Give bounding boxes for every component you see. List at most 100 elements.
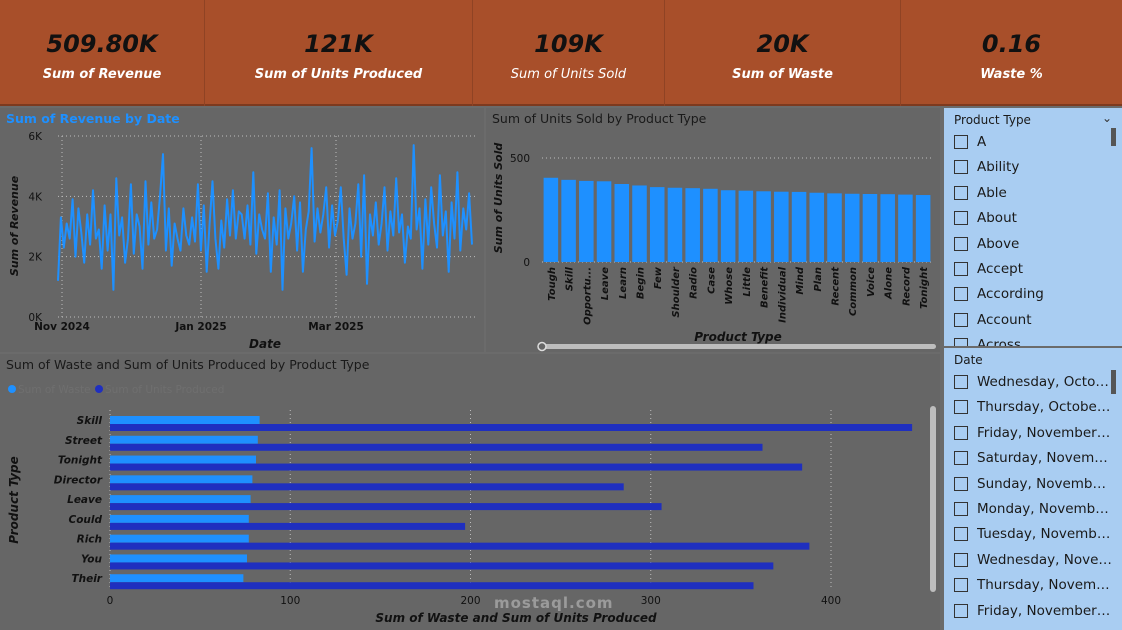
slicer-item[interactable]: According	[954, 283, 1114, 305]
checkbox[interactable]	[954, 287, 968, 302]
slicer-item[interactable]: Saturday, November ...	[954, 447, 1114, 469]
waste-bar	[110, 534, 249, 543]
slicer-scrollbar[interactable]	[1111, 128, 1116, 146]
legend-marker	[8, 385, 16, 393]
checkbox[interactable]	[954, 425, 968, 440]
checkbox[interactable]	[954, 603, 968, 618]
slicer-item[interactable]: Monday, November ...	[954, 498, 1114, 520]
checkbox[interactable]	[954, 160, 968, 175]
slicer-item[interactable]: About	[954, 207, 1114, 229]
revenue-by-date-panel[interactable]: Sum of Revenue by Date 0K 2K 4K 6K Nov 2024 J…	[0, 108, 484, 352]
units-sold-by-product-panel[interactable]: Sum of Units Sold by Product Type 0 500 To…	[486, 108, 940, 352]
units-produced-bar	[110, 542, 810, 550]
kpi-value: 509.80K	[46, 30, 158, 58]
x-tick-label: Shoulder	[671, 266, 682, 318]
kpi-label: Sum of Revenue	[42, 67, 162, 82]
slicer-item[interactable]: Across	[954, 334, 1114, 346]
kpi-card-waste[interactable]: 20K Sum of Waste	[664, 0, 900, 106]
checkbox[interactable]	[954, 400, 968, 415]
kpi-card-units-sold[interactable]: 109K Sum of Units Sold	[472, 0, 664, 106]
checkbox[interactable]	[954, 476, 968, 491]
units-produced-bar	[110, 463, 803, 471]
legend-marker	[95, 385, 103, 393]
kpi-card-waste-percent[interactable]: 0.16 Waste %	[900, 0, 1122, 106]
slicer-item[interactable]: Sunday, November 0...	[954, 473, 1114, 495]
checkbox[interactable]	[954, 135, 968, 149]
x-tick-label: Mar 2025	[308, 321, 364, 333]
product-type-slicer: Product Type ⌄ A Ability Able About Above Acc…	[944, 108, 1122, 346]
column-bar	[685, 188, 700, 262]
slicer-item[interactable]: Account	[954, 309, 1114, 331]
column-bar	[632, 185, 647, 262]
checkbox[interactable]	[954, 375, 968, 389]
waste-units-bar-chart[interactable]: 0 100 200 300 400 Sum of Waste Sum of Units Pr…	[0, 354, 940, 630]
waste-and-units-panel[interactable]: Sum of Waste and Sum of Units Produced b…	[0, 354, 940, 630]
watermark-logo: mostaql.com	[494, 594, 614, 612]
column-bar	[898, 194, 913, 262]
slicer-item[interactable]: Above	[954, 233, 1114, 255]
checkbox[interactable]	[954, 552, 968, 567]
kpi-label: Sum of Units Produced	[254, 67, 423, 82]
y-tick-label: 2K	[28, 252, 43, 264]
units-produced-bar	[110, 503, 662, 511]
slicer-item[interactable]: Accept	[954, 258, 1114, 280]
x-tick-label: Tonight	[919, 266, 930, 309]
slicer-item-label: Tuesday, November ...	[977, 526, 1114, 543]
units-produced-bar	[110, 522, 466, 530]
x-tick-label: Individual	[777, 266, 788, 322]
column-bar	[774, 191, 789, 262]
checkbox[interactable]	[954, 527, 968, 542]
slicer-item[interactable]: Thursday, November ...	[954, 574, 1114, 596]
slicer-item-label: Across	[977, 337, 1022, 346]
x-tick-label: Skill	[565, 266, 576, 291]
kpi-card-units-produced[interactable]: 121K Sum of Units Produced	[204, 0, 472, 106]
horizontal-scrollbar	[538, 344, 936, 349]
column-bar	[791, 191, 807, 262]
slicer-item[interactable]: Friday, November 08,...	[954, 600, 1114, 622]
kpi-label: Sum of Waste	[732, 67, 833, 82]
chevron-down-icon[interactable]: ⌄	[1101, 111, 1112, 125]
waste-bar	[110, 554, 247, 563]
slicer-item-label: According	[977, 286, 1044, 303]
checkbox[interactable]	[954, 451, 968, 466]
kpi-card-revenue[interactable]: 509.80K Sum of Revenue	[0, 0, 204, 106]
checkbox[interactable]	[954, 185, 968, 200]
column-bar	[809, 192, 825, 262]
kpi-band: 509.80K Sum of Revenue 121K Sum of Units…	[0, 0, 1122, 106]
slicer-item[interactable]: Friday, November 01,...	[954, 422, 1114, 444]
x-tick-label: Nov 2024	[34, 321, 90, 333]
slicer-item[interactable]: Tuesday, November ...	[954, 523, 1114, 545]
waste-bar	[110, 475, 253, 484]
y-tick-label: Director	[54, 474, 103, 486]
x-tick-label: Record	[901, 266, 912, 306]
units-sold-column-chart[interactable]: 0 500 Tough Skill Opportu... Leave Learn Begin F…	[486, 108, 940, 352]
checkbox[interactable]	[954, 262, 968, 276]
y-tick-label: You	[81, 553, 102, 565]
slicer-item[interactable]: Wednesday, Novemb...	[954, 549, 1114, 571]
x-tick-label: Common	[848, 267, 859, 316]
checkbox[interactable]	[954, 338, 968, 346]
slicer-item[interactable]: A	[954, 131, 1114, 153]
y-tick-label: 4K	[28, 191, 43, 203]
checkbox[interactable]	[954, 502, 968, 516]
slicer-scrollbar[interactable]	[1111, 370, 1116, 394]
checkbox[interactable]	[954, 211, 968, 226]
kpi-value: 0.16	[981, 30, 1042, 58]
slicer-item[interactable]: Thursday, October 31,...	[954, 396, 1114, 418]
x-tick-label: 400	[821, 595, 841, 607]
slicer-item-label: Ability	[977, 159, 1020, 176]
slicer-item-label: Wednesday, Novemb...	[977, 551, 1114, 568]
checkbox[interactable]	[954, 578, 968, 593]
y-tick-label: Street	[65, 435, 103, 447]
checkbox[interactable]	[954, 236, 968, 251]
x-tick-label: Voice	[866, 267, 877, 297]
legend-label: Sum of Waste	[18, 384, 91, 396]
slicer-item[interactable]: Able	[954, 182, 1114, 204]
kpi-value: 121K	[304, 30, 373, 58]
checkbox[interactable]	[954, 312, 968, 327]
slicer-item-label: A	[977, 134, 987, 150]
slicer-item[interactable]: Wednesday, October ...	[954, 371, 1114, 393]
slicer-item[interactable]: Ability	[954, 156, 1114, 178]
chart-title: Sum of Waste and Sum of Units Produced b…	[6, 357, 370, 372]
